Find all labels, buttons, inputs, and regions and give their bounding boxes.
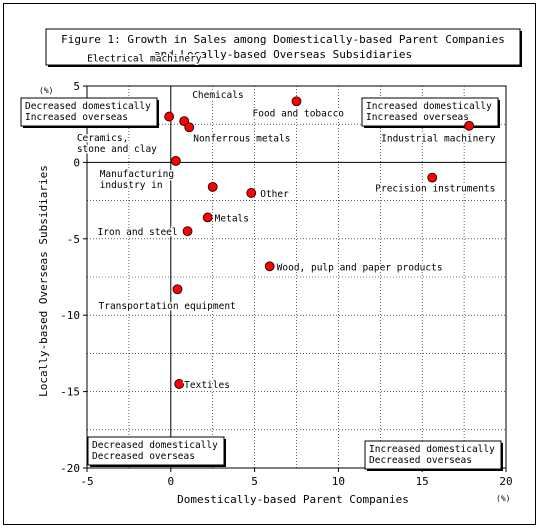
point-label: Other [260,189,289,200]
quadrant-box [87,436,225,466]
point-label: Food and tobacco [253,108,345,119]
data-point [464,120,475,131]
y-axis-label: Locally-based Overseas Subsidiaries [37,165,50,397]
y-tick-label: -5 [67,233,80,246]
y-tick-label: 5 [73,80,80,93]
data-point [264,261,275,272]
y-unit-label: (%) [39,86,53,95]
quadrant-label: Increased domestically Increased overseas [366,101,492,123]
grid [87,86,506,468]
y-tick-label: -15 [60,386,80,399]
data-point [170,155,181,166]
quadrant-box [361,97,499,127]
quadrant-label: Increased domestically Decreased overseas [369,444,495,466]
data-point [182,226,193,237]
x-unit-label: (%) [496,494,510,503]
point-label: Textiles [184,380,230,391]
data-point [202,212,213,223]
title-box-shadow [48,65,522,67]
data-points [164,96,475,389]
x-tick-label: -5 [80,475,93,488]
title-line-2: and Locally-based Overseas Subsidiaries [154,48,412,61]
point-label: Wood, pulp and paper products [277,262,443,273]
point-label: Manufacturing industry in [100,169,174,191]
quadrant-box [364,440,502,470]
quadrant-label: Decreased domestically Decreased overseas [92,440,218,462]
point-label: Nonferrous metals [193,133,290,144]
x-tick-label: 0 [167,475,174,488]
plot-border [86,85,507,469]
point-label: Transportation equipment [99,301,236,312]
data-point [246,188,257,198]
title-line-1: Figure 1: Growth in Sales among Domestic… [61,33,505,46]
y-tick-label: -20 [60,462,80,475]
data-point [184,122,195,133]
quadrant-box [20,97,158,127]
data-point [172,284,183,295]
axes [86,85,507,469]
title-box-shadow [520,31,522,67]
point-label: Precision instruments [375,184,495,195]
chart-title: Figure 1: Growth in Sales among Domestic… [45,28,522,67]
quadrant-labels: Decreased domestically Increased overseas… [20,97,503,471]
data-point [291,96,302,107]
title-box [45,28,521,66]
tick-labels: -5 0 5 10 15 20 5 0 -5 -10 -15 -20 [60,80,513,488]
point-label: Metals [215,213,249,224]
point-label: Electrical machinery [87,54,202,65]
data-point [174,379,185,389]
data-point [164,111,175,122]
scatter-chart: Figure 1: Growth in Sales among Domestic… [20,28,522,506]
point-label: Chemicals [192,90,243,101]
x-tick-label: 10 [332,475,345,488]
point-label: Iron and steel [98,227,178,238]
quadrant-label: Decreased domestically Increased overseas [25,101,151,123]
point-labels: Electrical machinery Chemicals Nonferrous … [75,52,497,392]
point-label: Industrial machinery [381,134,496,145]
data-point [207,181,218,192]
x-tick-label: 5 [251,475,258,488]
x-tick-label: 20 [499,475,512,488]
x-tick-label: 15 [416,475,429,488]
x-axis-label: Domestically-based Parent Companies [177,493,409,506]
data-point [427,172,438,183]
y-tick-label: -10 [60,309,80,322]
y-tick-label: 0 [73,156,80,169]
figure-frame: Figure 1: Growth in Sales among Domestic… [3,3,536,525]
point-label: Ceramics, stone and clay [77,133,157,155]
